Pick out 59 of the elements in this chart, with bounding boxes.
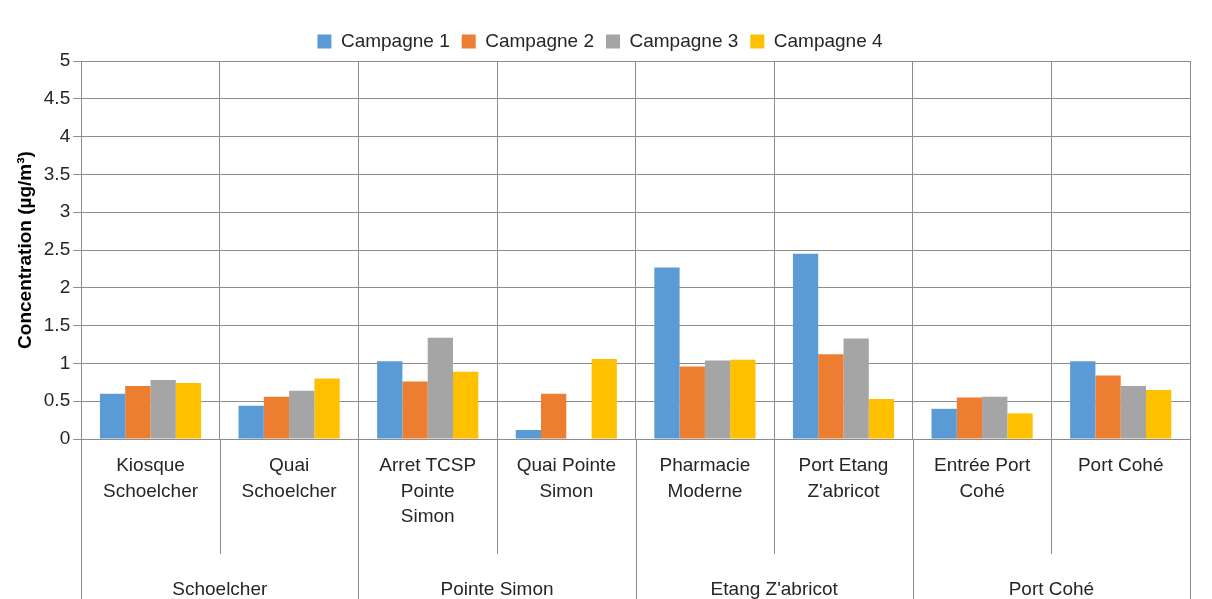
y-tick-label: 1.5 (43, 313, 71, 335)
y-tick-label: 3 (59, 200, 71, 222)
x-tick-label: Quai Schoelcher (241, 454, 338, 501)
bar (99, 393, 126, 439)
bar (792, 253, 819, 439)
y-tick-label: 2.5 (43, 238, 71, 260)
x-tick-label: Arret TCSP Pointe Simon (379, 454, 477, 527)
y-tick-label: 0.5 (43, 389, 71, 411)
bar (730, 359, 756, 439)
x-tick-label: Port Etang Z'abricot (798, 454, 889, 501)
y-tick-label: 1 (59, 351, 71, 373)
y-tick-label: 2 (59, 276, 71, 298)
bar (515, 429, 542, 439)
bar (843, 338, 869, 439)
bar (868, 398, 895, 439)
bar (263, 396, 290, 439)
legend-label: Campagne 1 (340, 29, 450, 51)
x-tick-label: Port Cohé (1077, 454, 1164, 476)
legend-label: Campagne 2 (485, 29, 594, 51)
bar (591, 358, 617, 439)
legend-label: Campagne 3 (629, 29, 739, 51)
y-tick-label: 4 (59, 124, 71, 146)
bar (238, 405, 264, 439)
bar (1120, 386, 1146, 439)
bar (1095, 375, 1121, 439)
y-tick-label: 3.5 (43, 162, 71, 184)
text: Schoelcher (172, 578, 269, 599)
text: Pointe Simon (440, 578, 554, 599)
bar (818, 354, 844, 439)
y-axis-title: Concentration (µg/m³) (13, 151, 35, 349)
bar (679, 366, 705, 439)
y-tick-label: 0 (59, 427, 71, 449)
bar (541, 393, 567, 439)
bar (453, 371, 479, 439)
x-tick-label: Kiosque Schoelcher (102, 454, 199, 501)
bar (377, 361, 403, 439)
y-tick-label: 4.5 (43, 87, 71, 109)
bar (956, 397, 983, 439)
bar (150, 380, 176, 439)
x-tick-label: Pharmacie Moderne (659, 454, 751, 501)
x-tick-label: Quai Pointe Simon (516, 454, 616, 501)
text: Port Cohé (1008, 578, 1095, 599)
text: Etang Z'abricot (710, 578, 839, 599)
legend-label: Campagne 4 (773, 29, 884, 51)
bar (289, 390, 315, 439)
bar (654, 267, 680, 439)
bar (1007, 413, 1033, 439)
y-tick-label: 5 (59, 49, 71, 71)
bar (125, 386, 151, 439)
bar (314, 378, 340, 439)
bar (427, 337, 453, 439)
bar (704, 360, 731, 439)
bar (982, 396, 1008, 439)
bar (1070, 361, 1096, 439)
x-tick-label: Entrée Port Cohé (934, 454, 1031, 501)
bar (175, 383, 202, 439)
bar (931, 408, 957, 439)
bar (402, 381, 428, 439)
bar (1145, 389, 1172, 439)
